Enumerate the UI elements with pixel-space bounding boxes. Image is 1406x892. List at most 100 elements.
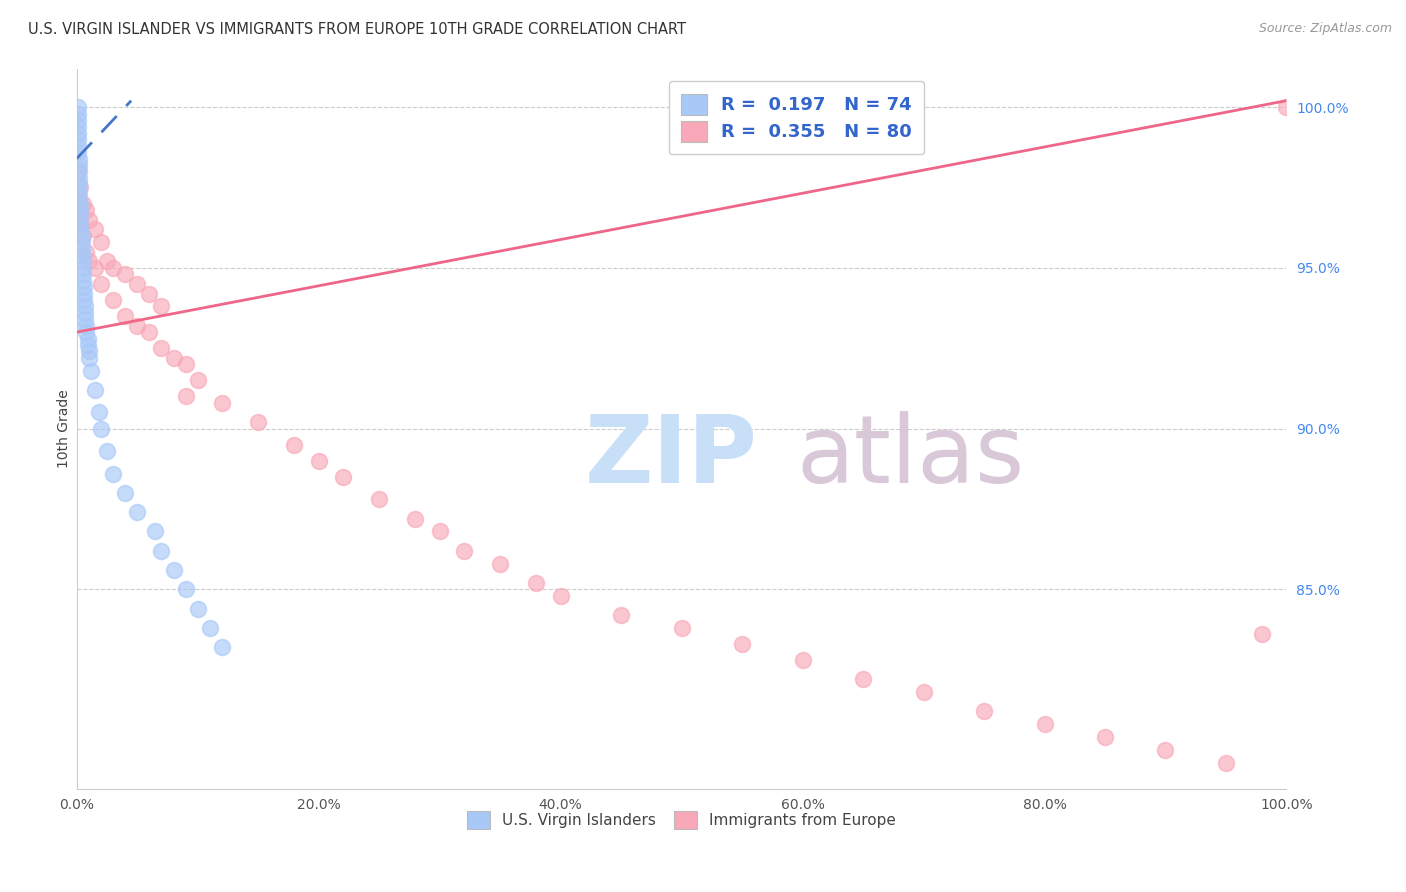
Point (127, 505, 149, 519)
Text: atlas: atlas (797, 411, 1025, 503)
Point (852, 672, 875, 686)
Point (211, 640, 233, 654)
Point (66, 164, 89, 178)
Point (96, 254, 118, 268)
Point (77, 212, 100, 227)
Point (67, 158, 90, 172)
Point (145, 524, 167, 539)
Point (72, 274, 94, 288)
Point (174, 582, 197, 597)
Point (489, 557, 512, 571)
Point (87, 405, 110, 419)
Point (90, 421, 112, 435)
Point (101, 467, 124, 481)
Point (138, 286, 160, 301)
Point (187, 601, 209, 615)
Point (69, 216, 91, 230)
Point (75, 244, 97, 259)
Point (150, 543, 173, 558)
Point (72, 267, 94, 281)
Text: ZIP: ZIP (585, 411, 758, 503)
Text: Source: ZipAtlas.com: Source: ZipAtlas.com (1258, 22, 1392, 36)
Point (73, 293, 96, 307)
Point (77, 351, 100, 365)
Point (404, 511, 426, 525)
Point (72, 260, 94, 275)
Point (211, 396, 233, 410)
Point (90, 277, 112, 291)
Point (150, 299, 173, 313)
Point (792, 653, 814, 667)
Point (66, 190, 89, 204)
Point (67, 184, 90, 198)
Point (308, 453, 330, 467)
Point (77, 344, 100, 359)
Point (80, 364, 103, 378)
Point (75, 306, 97, 320)
Point (526, 575, 548, 590)
Text: U.S. VIRGIN ISLANDER VS IMMIGRANTS FROM EUROPE 10TH GRADE CORRELATION CHART: U.S. VIRGIN ISLANDER VS IMMIGRANTS FROM … (28, 22, 686, 37)
Point (67, 170, 90, 185)
Point (66, 138, 89, 153)
Point (283, 437, 305, 451)
Point (67, 178, 90, 192)
Point (96, 444, 118, 458)
Point (76, 338, 98, 352)
Point (101, 293, 124, 307)
Point (83, 260, 105, 275)
Point (75, 202, 97, 217)
Point (75, 318, 97, 333)
Point (1154, 743, 1177, 757)
Point (198, 621, 221, 635)
Point (67, 152, 90, 166)
Point (127, 318, 149, 333)
Point (70, 248, 93, 262)
Point (83, 383, 105, 397)
Point (731, 637, 754, 651)
Y-axis label: 10th Grade: 10th Grade (58, 389, 72, 468)
Point (1094, 730, 1116, 744)
Point (70, 228, 93, 243)
Point (429, 524, 451, 539)
Point (69, 180, 91, 194)
Point (973, 705, 995, 719)
Point (67, 164, 90, 178)
Point (114, 267, 136, 281)
Point (671, 621, 693, 635)
Point (114, 485, 136, 500)
Point (610, 607, 633, 622)
Point (912, 685, 935, 699)
Point (1215, 756, 1237, 770)
Point (66, 112, 89, 127)
Point (550, 589, 572, 603)
Point (66, 212, 89, 227)
Point (67, 190, 90, 204)
Point (174, 357, 197, 371)
Point (66, 106, 89, 120)
Point (76, 332, 98, 346)
Point (150, 341, 173, 355)
Point (162, 351, 184, 365)
Point (69, 196, 91, 211)
Point (75, 312, 97, 326)
Point (187, 373, 209, 387)
Point (75, 325, 97, 339)
Point (247, 415, 270, 429)
Point (70, 235, 93, 249)
Point (162, 563, 184, 577)
Point (75, 299, 97, 313)
Point (368, 492, 391, 507)
Point (66, 100, 89, 114)
Point (66, 145, 89, 160)
Point (69, 222, 91, 236)
Point (73, 286, 96, 301)
Point (83, 222, 105, 236)
Point (127, 277, 149, 291)
Point (69, 202, 91, 217)
Point (1033, 717, 1056, 731)
Point (332, 469, 354, 483)
Point (1251, 627, 1274, 641)
Point (72, 254, 94, 268)
Point (101, 260, 124, 275)
Point (174, 389, 197, 403)
